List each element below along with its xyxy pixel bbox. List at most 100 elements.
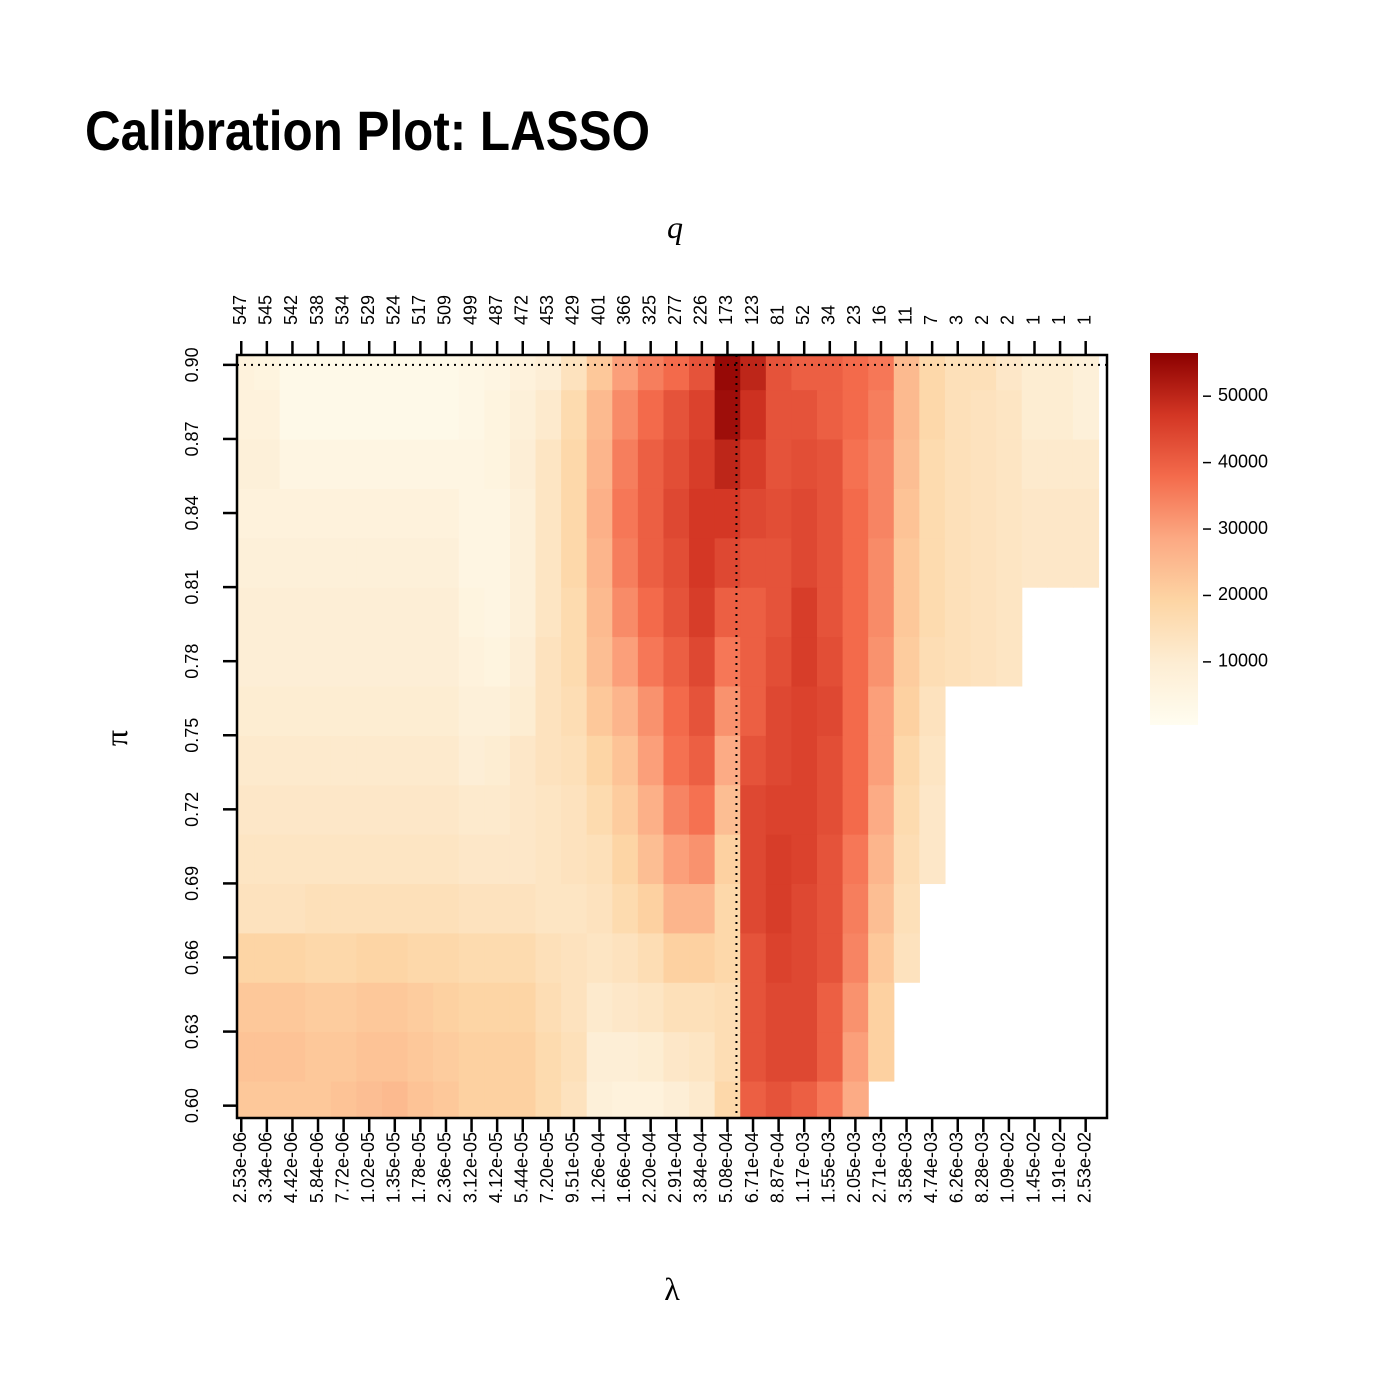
heat-cell <box>765 735 793 786</box>
heat-cell <box>279 1080 306 1118</box>
x2-tick-label: 325 <box>639 295 659 325</box>
heat-cell <box>791 1031 818 1082</box>
heat-cell <box>237 784 255 835</box>
heat-cell <box>305 735 332 786</box>
heat-cell <box>817 735 844 786</box>
heat-cell <box>407 883 434 934</box>
x-tick-label: 4.74e-03 <box>921 1132 941 1203</box>
heat-cell <box>382 636 409 687</box>
heat-cell <box>305 982 332 1033</box>
heat-cell <box>868 537 895 588</box>
x2-tick-label: 517 <box>409 295 429 325</box>
heat-cell <box>509 735 537 786</box>
heat-cell <box>586 883 613 934</box>
x2-tick-label: 2 <box>972 315 992 325</box>
heat-cell <box>509 834 537 885</box>
heat-cell <box>612 488 639 539</box>
heat-cell <box>791 1080 818 1118</box>
heat-cell <box>407 784 434 835</box>
heat-cell <box>382 355 409 391</box>
heat-cell <box>637 537 665 588</box>
heat-cell <box>868 438 895 489</box>
heat-cell <box>433 537 460 588</box>
heat-cell <box>330 735 358 786</box>
heat-cell <box>970 537 997 588</box>
heat-cell <box>842 1031 869 1082</box>
heat-cell <box>612 982 639 1033</box>
heat-cell <box>484 355 511 391</box>
heat-cell <box>305 1031 332 1082</box>
heat-cell <box>237 488 255 539</box>
heat-cell <box>356 355 383 391</box>
heat-cell <box>407 982 434 1033</box>
heat-cell <box>765 982 793 1033</box>
heat-cell <box>254 438 281 489</box>
heat-cell <box>509 587 537 638</box>
heat-cell <box>586 488 613 539</box>
heat-cell <box>663 355 690 391</box>
heat-cell <box>330 1031 358 1082</box>
heat-cell <box>433 735 460 786</box>
heat-cell <box>535 1080 562 1118</box>
x2-tick-label: 16 <box>870 305 890 325</box>
heat-cell <box>1072 355 1100 391</box>
heat-cell <box>356 389 383 440</box>
heat-cell <box>765 488 793 539</box>
heat-cell <box>919 438 946 489</box>
heat-cell <box>663 685 690 736</box>
heat-cell <box>356 636 383 687</box>
heat-cell <box>561 636 588 687</box>
x-tick-label: 6.26e-03 <box>946 1132 966 1203</box>
heat-cell <box>996 389 1023 440</box>
heat-cell <box>509 438 537 489</box>
heat-cell <box>279 537 306 588</box>
heat-cell <box>637 932 665 983</box>
heat-cell <box>586 932 613 983</box>
x-axis-title: λ <box>664 1271 680 1307</box>
heat-cell <box>237 1080 255 1118</box>
heat-cell <box>868 883 895 934</box>
heat-cell <box>612 784 639 835</box>
heat-cell <box>458 438 485 489</box>
heat-cell <box>765 1080 793 1118</box>
heat-cell <box>279 488 306 539</box>
heat-cell <box>919 636 946 687</box>
heat-cell <box>407 636 434 687</box>
heat-cell <box>842 537 869 588</box>
heat-cell <box>330 587 358 638</box>
heat-cell <box>868 735 895 786</box>
heat-cell <box>637 735 665 786</box>
heat-cell <box>765 587 793 638</box>
heat-cell <box>237 982 255 1033</box>
heat-cell <box>254 883 281 934</box>
heat-cell <box>996 438 1023 489</box>
heat-cell <box>305 587 332 638</box>
x-tick-label: 9.51e-05 <box>563 1132 583 1203</box>
heat-cell <box>893 355 920 391</box>
x-tick-label: 1.35e-05 <box>384 1132 404 1203</box>
heat-cell <box>458 587 485 638</box>
heat-cell <box>740 389 767 440</box>
heat-cell <box>237 587 255 638</box>
x2-tick-label: 453 <box>537 295 557 325</box>
heat-cell <box>382 685 409 736</box>
x-tick-label: 2.71e-03 <box>870 1132 890 1203</box>
heat-cell <box>254 982 281 1033</box>
heat-cell <box>868 355 895 391</box>
heat-cell <box>407 735 434 786</box>
heat-cell <box>714 685 741 736</box>
heat-cell <box>382 1080 409 1118</box>
heat-cell <box>868 389 895 440</box>
heat-cell <box>305 389 332 440</box>
heat-cell <box>382 1031 409 1082</box>
heat-cell <box>382 784 409 835</box>
heat-cell <box>509 883 537 934</box>
heat-cell <box>407 587 434 638</box>
y-tick-label: 0.72 <box>182 792 202 827</box>
heat-cell <box>586 784 613 835</box>
heat-cell <box>382 883 409 934</box>
heat-cell <box>765 636 793 687</box>
heat-cell <box>254 784 281 835</box>
heat-cell <box>458 883 485 934</box>
